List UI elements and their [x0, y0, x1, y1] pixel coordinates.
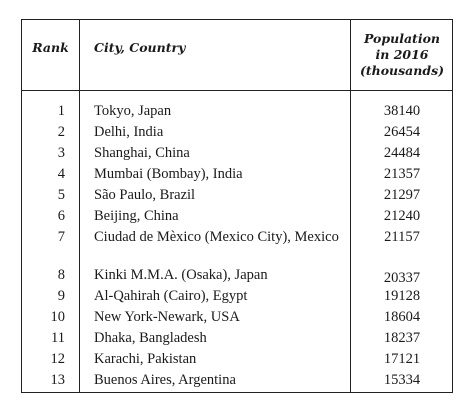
header-population-line1: Population [363, 31, 441, 46]
city-cell: Delhi, India [94, 124, 164, 140]
table-row: 8 Kinki M.M.A. (Osaka), Japan 20337 [22, 266, 452, 287]
population-cell: 21157 [384, 229, 420, 245]
population-cell: 18604 [383, 309, 421, 325]
header-city-country: City, Country [94, 40, 186, 55]
table-row: 10 New York-Newark, USA 18604 [22, 308, 452, 329]
city-cell: Shanghai, China [94, 145, 190, 161]
table-row: 4 Mumbai (Bombay), India 21357 [22, 165, 452, 186]
rank-cell: 7 [57, 229, 65, 245]
city-cell: Kinki M.M.A. (Osaka), Japan [94, 267, 268, 283]
city-cell: Karachi, Pakistan [94, 351, 197, 367]
population-cell: 21297 [383, 187, 421, 203]
rank-cell: 13 [50, 372, 66, 388]
rank-cell: 3 [57, 145, 65, 161]
city-cell: Al-Qahirah (Cairo), Egypt [94, 288, 248, 304]
table-row: 9 Al-Qahirah (Cairo), Egypt 19128 [22, 287, 452, 308]
table-row: 13 Buenos Aires, Argentina 15334 [22, 371, 452, 392]
rank-cell: 4 [57, 166, 65, 182]
population-cell: 26454 [383, 124, 421, 140]
population-cell: 21240 [383, 208, 421, 224]
rank-cell: 8 [57, 267, 65, 283]
city-cell: São Paulo, Brazil [94, 187, 196, 203]
city-cell: Ciudad de Mèxico (Mexico City), Mexico [94, 229, 339, 245]
table-row: 6 Beijing, China 21240 [22, 207, 452, 228]
population-cell: 38140 [383, 103, 421, 119]
header-population-line3: (thousands) [359, 63, 445, 78]
population-cell: 21357 [383, 166, 421, 182]
table-row: 2 Delhi, India 26454 [22, 123, 452, 144]
city-cell: Dhaka, Bangladesh [94, 330, 207, 346]
table-body: 1 Tokyo, Japan 38140 2 Delhi, India 2645… [22, 102, 452, 392]
header-population: Population in 2016 (thousands) [350, 20, 454, 90]
rank-cell: 11 [51, 330, 65, 346]
city-cell: Mumbai (Bombay), India [94, 166, 243, 182]
rank-cell: 2 [57, 124, 65, 140]
header-population-line2: in 2016 [375, 47, 429, 62]
header-rule [22, 90, 452, 91]
city-cell: Beijing, China [94, 208, 179, 224]
rank-cell: 9 [57, 288, 65, 304]
city-cell: Tokyo, Japan [94, 103, 172, 119]
table-row: 5 São Paulo, Brazil 21297 [22, 186, 452, 207]
rank-cell: 10 [50, 309, 66, 325]
population-cell: 18237 [383, 330, 421, 346]
population-cell: 24484 [383, 145, 421, 161]
header-rank: Rank [32, 40, 69, 55]
population-cell: 17121 [383, 351, 421, 367]
city-cell: Buenos Aires, Argentina [94, 372, 236, 388]
rank-cell: 5 [57, 187, 65, 203]
column-divider-population [350, 20, 351, 392]
population-cell: 19128 [383, 288, 421, 304]
column-divider-rank [79, 20, 80, 392]
table-row: 12 Karachi, Pakistan 17121 [22, 350, 452, 371]
rank-cell: 1 [57, 103, 65, 119]
table-row: 11 Dhaka, Bangladesh 18237 [22, 329, 452, 350]
table-row: 7 Ciudad de Mèxico (Mexico City), Mexico… [22, 228, 452, 266]
rank-cell: 6 [57, 208, 65, 224]
population-table: Rank City, Country Population in 2016 (t… [21, 19, 453, 393]
rank-cell: 12 [50, 351, 66, 367]
table-row: 3 Shanghai, China 24484 [22, 144, 452, 165]
city-cell: New York-Newark, USA [94, 309, 240, 325]
population-cell: 20337 [383, 270, 421, 286]
table-row: 1 Tokyo, Japan 38140 [22, 102, 452, 123]
population-cell: 15334 [383, 372, 421, 388]
